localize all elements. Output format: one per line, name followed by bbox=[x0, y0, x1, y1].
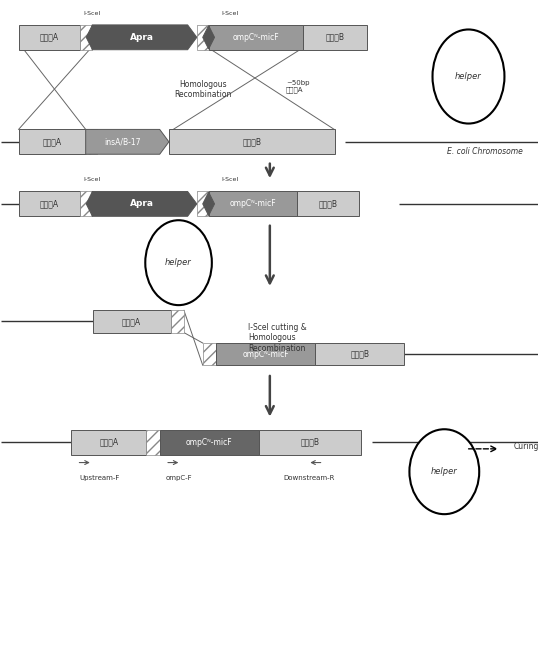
Bar bbox=[146, 430, 160, 455]
Text: Curing: Curing bbox=[514, 442, 539, 451]
Bar bbox=[19, 25, 80, 50]
Bar bbox=[209, 25, 302, 50]
Polygon shape bbox=[86, 26, 98, 49]
Text: ompCᴺ-micF: ompCᴺ-micF bbox=[230, 199, 276, 209]
Text: Apra: Apra bbox=[130, 199, 155, 209]
Text: Homologous
Recombination: Homologous Recombination bbox=[174, 80, 232, 99]
Bar bbox=[259, 430, 361, 455]
Text: helper: helper bbox=[455, 72, 482, 81]
Polygon shape bbox=[86, 129, 169, 154]
Bar bbox=[80, 192, 92, 216]
Text: ompCᴺ-micF: ompCᴺ-micF bbox=[186, 438, 233, 447]
Text: ompCᴺ-micF: ompCᴺ-micF bbox=[242, 350, 289, 359]
Text: helper: helper bbox=[165, 258, 192, 267]
Text: ~50bp
同源臂A: ~50bp 同源臂A bbox=[286, 79, 310, 93]
Text: I-SceI: I-SceI bbox=[84, 10, 101, 16]
Bar bbox=[197, 192, 209, 216]
Bar bbox=[197, 25, 209, 50]
Text: 同源臂B: 同源臂B bbox=[325, 33, 345, 42]
Bar bbox=[209, 192, 297, 216]
Polygon shape bbox=[92, 192, 197, 216]
Ellipse shape bbox=[410, 429, 479, 514]
Bar bbox=[86, 129, 98, 154]
Polygon shape bbox=[203, 192, 215, 216]
Bar bbox=[93, 310, 170, 333]
Ellipse shape bbox=[432, 30, 505, 123]
Text: Downstream-R: Downstream-R bbox=[283, 475, 334, 482]
Polygon shape bbox=[203, 26, 215, 49]
Text: I-SceI: I-SceI bbox=[84, 177, 101, 182]
Text: I-SceI cutting &
Homologous
Recombination: I-SceI cutting & Homologous Recombinatio… bbox=[248, 323, 307, 353]
Text: I-SceI: I-SceI bbox=[222, 177, 239, 182]
Bar bbox=[169, 129, 335, 154]
Text: Upstream-F: Upstream-F bbox=[79, 475, 120, 482]
Text: 同源臂B: 同源臂B bbox=[301, 438, 319, 447]
Bar bbox=[19, 192, 80, 216]
Text: helper: helper bbox=[431, 467, 458, 476]
Text: ompCᴺ-micF: ompCᴺ-micF bbox=[232, 33, 279, 42]
Text: insA/B-17: insA/B-17 bbox=[104, 137, 140, 146]
Bar bbox=[203, 343, 216, 365]
Bar bbox=[316, 343, 404, 365]
Text: I-SceI: I-SceI bbox=[222, 10, 239, 16]
Text: 同源臂A: 同源臂A bbox=[40, 33, 59, 42]
Text: E. coli Chromosome: E. coli Chromosome bbox=[447, 147, 523, 156]
Bar bbox=[170, 310, 184, 333]
Polygon shape bbox=[86, 192, 98, 216]
Ellipse shape bbox=[145, 220, 212, 305]
Bar bbox=[302, 25, 367, 50]
Bar bbox=[80, 25, 92, 50]
Bar bbox=[216, 343, 316, 365]
Polygon shape bbox=[92, 25, 197, 50]
Text: 同源臂A: 同源臂A bbox=[122, 317, 141, 326]
Text: 同源臂B: 同源臂B bbox=[242, 137, 262, 146]
Bar bbox=[297, 192, 359, 216]
Bar bbox=[71, 430, 146, 455]
Text: 同源臂A: 同源臂A bbox=[99, 438, 118, 447]
Text: 同源臂B: 同源臂B bbox=[351, 350, 369, 359]
Bar bbox=[19, 129, 86, 154]
Text: 同源臂A: 同源臂A bbox=[40, 199, 59, 209]
Bar bbox=[160, 430, 259, 455]
Text: 同源臂B: 同源臂B bbox=[318, 199, 337, 209]
Text: Apra: Apra bbox=[130, 33, 155, 42]
Text: ompC-F: ompC-F bbox=[165, 475, 192, 482]
Text: 同源臂A: 同源臂A bbox=[43, 137, 62, 146]
